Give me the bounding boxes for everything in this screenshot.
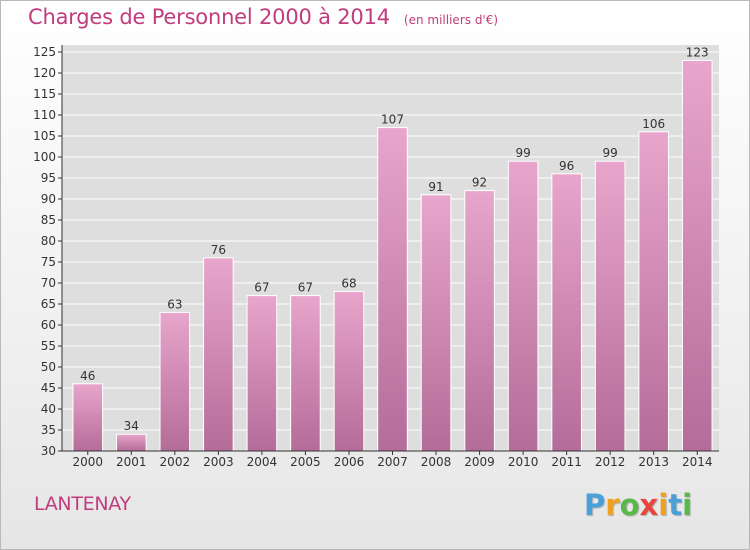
bar-2011 <box>551 173 582 452</box>
y-tick-label: 35 <box>41 423 56 437</box>
logo-letter: i <box>682 488 693 522</box>
x-tick-label: 2003 <box>203 455 234 469</box>
y-tick-label: 115 <box>33 87 56 101</box>
x-tick-label: 2014 <box>682 455 713 469</box>
commune-name: LANTENAY <box>34 493 131 515</box>
y-tick-label: 95 <box>41 171 56 185</box>
data-label: 34 <box>124 419 139 433</box>
logo-letter: t <box>668 488 683 522</box>
y-tick-label: 60 <box>41 318 56 332</box>
bar-2014 <box>681 59 713 452</box>
x-tick-label: 2000 <box>72 455 103 469</box>
data-label: 76 <box>211 243 226 257</box>
x-tick-label: 2004 <box>247 455 278 469</box>
x-tick-label: 2005 <box>290 455 321 469</box>
y-tick-label: 50 <box>41 360 56 374</box>
bar-2013 <box>638 131 670 452</box>
data-label: 99 <box>603 146 618 160</box>
x-tick-label: 2013 <box>638 455 669 469</box>
y-tick-label: 85 <box>41 213 56 227</box>
x-tick-label: 2007 <box>377 455 408 469</box>
x-tick-label: 2001 <box>116 455 147 469</box>
data-label: 46 <box>80 369 95 383</box>
axes: 30 35 40 45 50 55 60 65 70 75 80 85 90 95 100 105 110 115… <box>33 45 719 469</box>
data-label: 68 <box>341 276 356 290</box>
data-label: 99 <box>515 146 530 160</box>
bar-2009 <box>464 190 495 452</box>
data-label: 67 <box>298 281 313 295</box>
bar-2000 <box>72 383 104 452</box>
logo-letter: i <box>658 488 669 522</box>
bar-2006 <box>333 290 365 452</box>
y-tick-label: 40 <box>41 402 56 416</box>
bar-2001 <box>115 433 147 452</box>
bar-2005 <box>290 295 321 452</box>
y-tick-label: 30 <box>41 444 56 458</box>
y-tick-label: 90 <box>41 192 56 206</box>
y-tick-label: 110 <box>33 108 56 122</box>
y-tick-label: 125 <box>33 45 56 59</box>
chart-title: Charges de Personnel 2000 à 2014 <box>28 5 390 29</box>
logo-letter: o <box>619 488 640 522</box>
x-tick-label: 2006 <box>334 455 365 469</box>
y-tick-label: 120 <box>33 66 56 80</box>
data-label: 67 <box>254 281 269 295</box>
data-label: 92 <box>472 176 487 190</box>
y-tick-label: 45 <box>41 381 56 395</box>
x-tick-label: 2011 <box>551 455 582 469</box>
x-tick-label: 2010 <box>508 455 539 469</box>
y-tick-label: 80 <box>41 234 56 248</box>
data-label: 106 <box>642 117 665 131</box>
y-tick-label: 70 <box>41 276 56 290</box>
y-tick-label: 65 <box>41 297 56 311</box>
data-label: 63 <box>167 297 182 311</box>
logo-letter: x <box>639 488 659 522</box>
y-tick-label: 100 <box>33 150 56 164</box>
y-tick-label: 105 <box>33 129 56 143</box>
data-label: 123 <box>686 45 709 59</box>
bar-2008 <box>420 194 452 452</box>
data-label: 91 <box>428 180 443 194</box>
chart-header: Charges de Personnel 2000 à 2014 (en mill… <box>28 5 498 29</box>
bar-2002 <box>159 311 191 452</box>
x-tick-label: 2008 <box>421 455 452 469</box>
logo-letter: r <box>605 488 620 522</box>
bar-2007 <box>377 127 408 452</box>
y-tick-label: 75 <box>41 255 56 269</box>
logo-letter: P <box>584 488 606 522</box>
x-tick-label: 2002 <box>160 455 191 469</box>
bar-2003 <box>203 257 234 452</box>
bar-2012 <box>594 160 626 452</box>
proxiti-logo: Proxiti <box>584 488 692 522</box>
x-tick-label: 2009 <box>464 455 495 469</box>
data-label: 107 <box>381 113 404 127</box>
chart-subtitle: (en milliers d'€) <box>403 13 499 27</box>
bars: 46 34 63 76 67 67 68 107 91 92 99 96 99 106 123 <box>72 45 713 452</box>
y-tick-label: 55 <box>41 339 56 353</box>
bar-2004 <box>246 295 278 452</box>
data-label: 96 <box>559 159 574 173</box>
bar-2010 <box>507 160 539 452</box>
x-tick-label: 2012 <box>595 455 626 469</box>
